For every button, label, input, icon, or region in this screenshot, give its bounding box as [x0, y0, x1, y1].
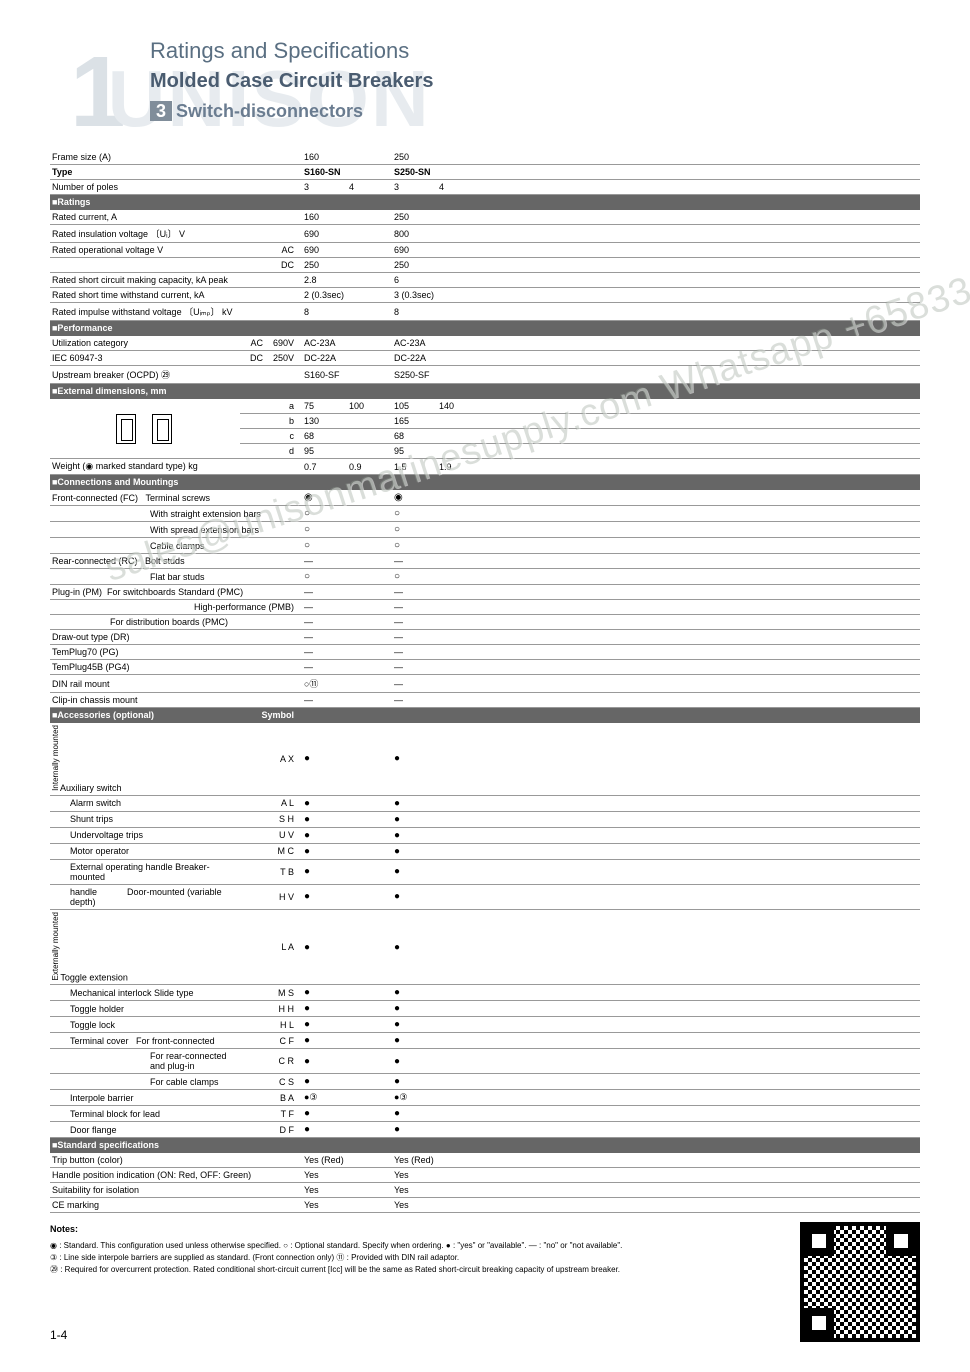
- section-std-spec: ■Standard specifications: [50, 1138, 920, 1153]
- notes-block: Notes: ◉ : Standard. This configuration …: [50, 1223, 920, 1276]
- row-frame-size: Frame size (A): [50, 150, 300, 165]
- title-switch: 3Switch-disconnectors: [50, 93, 920, 122]
- qr-code: [800, 1222, 920, 1342]
- page-number: 1-4: [50, 1328, 67, 1342]
- section-ratings: ■Ratings: [50, 195, 920, 210]
- title-molded: Molded Case Circuit Breakers: [50, 64, 920, 93]
- row-poles: Number of poles: [50, 180, 300, 195]
- dimension-diagram: [50, 399, 240, 459]
- section-connections: ■Connections and Mountings: [50, 475, 920, 490]
- row-type: Type: [50, 165, 300, 180]
- notes-line-2: ③ : Line side interpole barriers are sup…: [50, 1252, 920, 1264]
- notes-line-1: ◉ : Standard. This configuration used un…: [50, 1240, 920, 1252]
- notes-title: Notes:: [50, 1223, 920, 1237]
- page-header: 1UNISON Ratings and Specifications Molde…: [50, 30, 920, 130]
- title-ratings: Ratings and Specifications: [50, 30, 920, 64]
- notes-line-3: ㉙ : Required for overcurrent protection.…: [50, 1264, 920, 1276]
- section-accessories: ■Accessories (optional): [50, 708, 240, 723]
- section-ext-dim: ■External dimensions, mm: [50, 384, 920, 399]
- section-number-box: 3: [150, 101, 172, 121]
- spec-table: Frame size (A) 160 250 Type S160-SN S250…: [50, 150, 920, 1213]
- section-performance: ■Performance: [50, 321, 920, 336]
